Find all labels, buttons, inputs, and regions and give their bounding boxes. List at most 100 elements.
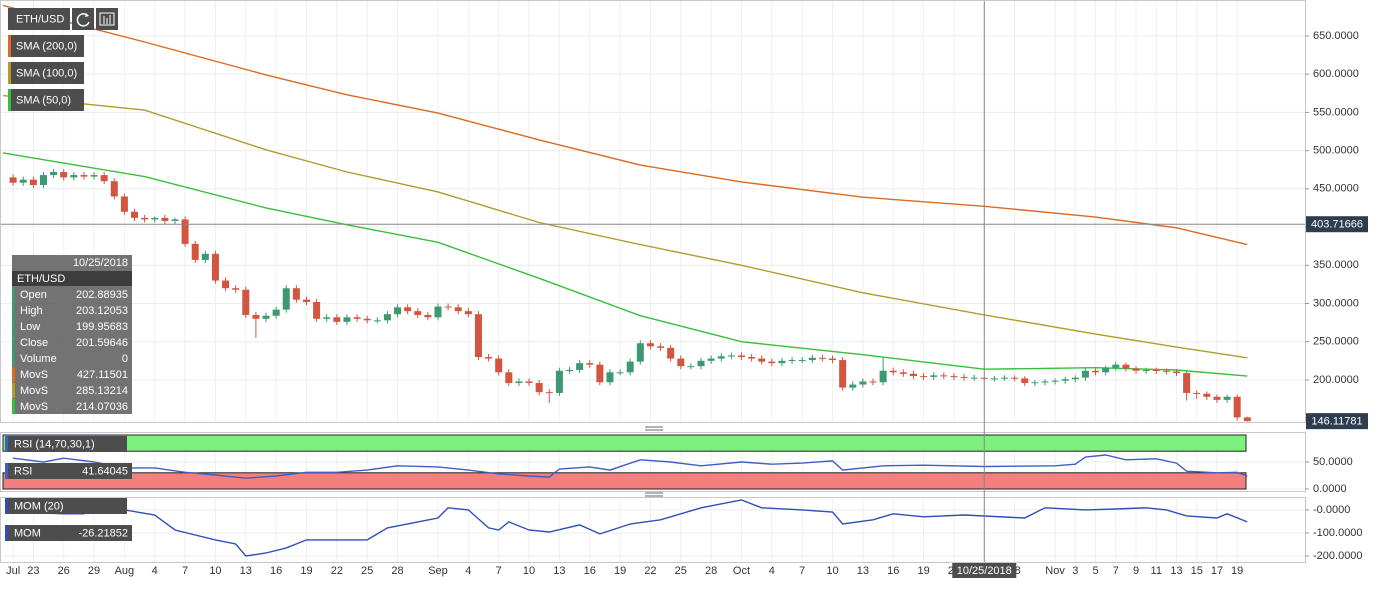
candle-body — [323, 317, 331, 319]
symbol-label: ETH/USD — [16, 13, 64, 25]
crosshair-price-label: 403.71666 — [1311, 219, 1363, 231]
legend-label: SMA (100,0) — [16, 67, 77, 79]
x-tick-label: 9 — [1133, 565, 1139, 577]
candle-body — [191, 243, 199, 260]
x-tick-label: 13 — [240, 565, 252, 577]
legend-chip[interactable] — [8, 35, 84, 57]
candle-body — [171, 219, 179, 221]
candle-body — [434, 306, 442, 318]
candle-body — [50, 172, 58, 176]
x-tick-label: 7 — [799, 565, 805, 577]
tooltip-row-value: 202.88935 — [76, 289, 128, 301]
x-tick-label: 10 — [523, 565, 535, 577]
candle-body — [1021, 378, 1029, 384]
candle-body — [1041, 381, 1049, 383]
candle-body — [363, 318, 371, 321]
tooltip-row-stripe — [12, 383, 15, 398]
chip-value: -26.21852 — [78, 527, 128, 539]
candle-body — [1112, 364, 1120, 368]
legend-chip[interactable] — [8, 62, 84, 84]
candle-body — [657, 346, 665, 348]
symbol-chip[interactable]: ETH/USD — [8, 8, 70, 30]
candle-body — [960, 376, 968, 378]
legend-label: SMA (200,0) — [16, 40, 77, 52]
candle-body — [646, 343, 654, 347]
candle-body — [798, 360, 806, 362]
tooltip-row-label: Open — [20, 289, 47, 301]
x-tick-label: 7 — [1113, 565, 1119, 577]
tooltip-row-label: MovS — [20, 369, 48, 381]
candle-body — [1071, 377, 1079, 380]
candle-body — [39, 175, 47, 186]
candle-body — [1233, 396, 1241, 418]
candle-body — [70, 175, 78, 178]
candle-body — [161, 217, 169, 221]
candle-body — [515, 381, 523, 384]
refresh-button[interactable] — [72, 8, 94, 30]
x-tick-label: 19 — [300, 565, 312, 577]
x-tick-label: 13 — [1170, 565, 1182, 577]
candle-body — [596, 364, 604, 383]
candle-body — [1092, 370, 1100, 373]
resize-handle[interactable] — [645, 426, 663, 431]
candle-body — [292, 288, 300, 300]
candle-body — [1213, 396, 1221, 400]
tooltip-row-label: Low — [20, 321, 40, 333]
x-tick-label: 22 — [331, 565, 343, 577]
candle-body — [232, 288, 240, 290]
candle-body — [525, 381, 533, 384]
tooltip-symbol-bg — [12, 271, 132, 286]
candle-body — [1172, 371, 1180, 374]
last-price-box — [1306, 413, 1368, 430]
y-tick-label: -0.0000 — [1313, 504, 1350, 516]
chip-label: MOM (20) — [14, 500, 64, 512]
legend-chip[interactable] — [8, 89, 84, 111]
tooltip-row-value: 285.13214 — [76, 385, 128, 397]
candle-body — [737, 355, 745, 358]
candle-body — [606, 372, 614, 383]
candle-body — [970, 377, 978, 379]
candle-body — [80, 175, 88, 177]
y-tick-label: 600.0000 — [1313, 68, 1359, 80]
candle-body — [879, 370, 887, 383]
candle-body — [889, 370, 897, 373]
candle-body — [687, 366, 695, 368]
candle-body — [313, 301, 321, 319]
crosshair-price-box — [1306, 216, 1368, 233]
ui-layer: ETH/USD Jul 23 26 29 Aug 4 7 10 13 16 19 22 25 28 Sep 4… — [0, 0, 1368, 578]
candle-body — [1162, 370, 1170, 372]
last-price-label: 146.11781 — [1311, 416, 1362, 428]
candle-body — [818, 357, 826, 359]
candle-body — [697, 360, 705, 367]
y-tick-label: 650.0000 — [1313, 30, 1359, 42]
tooltip-row-value: 203.12053 — [76, 305, 128, 317]
x-tick-label: 25 — [675, 565, 687, 577]
zone-band — [2, 434, 1247, 452]
x-tick-label: 28 — [391, 565, 403, 577]
candle-body — [343, 317, 351, 322]
tooltip-row-label: MovS — [20, 385, 48, 397]
candle-body — [1122, 364, 1130, 369]
candle-body — [748, 357, 756, 359]
sma-line — [2, 152, 1248, 377]
chart-type-button[interactable] — [96, 8, 118, 30]
candle-body — [950, 376, 958, 378]
y-tick-label: 300.0000 — [1313, 297, 1359, 309]
indicator-line — [13, 499, 1248, 557]
chip-value: 41.64045 — [82, 465, 128, 477]
candle-body — [1243, 417, 1251, 422]
candle-body — [211, 253, 219, 281]
x-tick-label: 13 — [553, 565, 565, 577]
sma-line — [2, 4, 1248, 246]
chip-bg — [8, 8, 70, 30]
candle-body — [353, 317, 361, 319]
resize-handle[interactable] — [645, 492, 663, 497]
chip-label: RSI — [14, 465, 32, 477]
candle-body — [1223, 396, 1231, 400]
x-tick-label: 10 — [826, 565, 838, 577]
x-tick-label: 16 — [584, 565, 596, 577]
candle-body — [485, 357, 493, 359]
candle-body — [201, 253, 209, 260]
